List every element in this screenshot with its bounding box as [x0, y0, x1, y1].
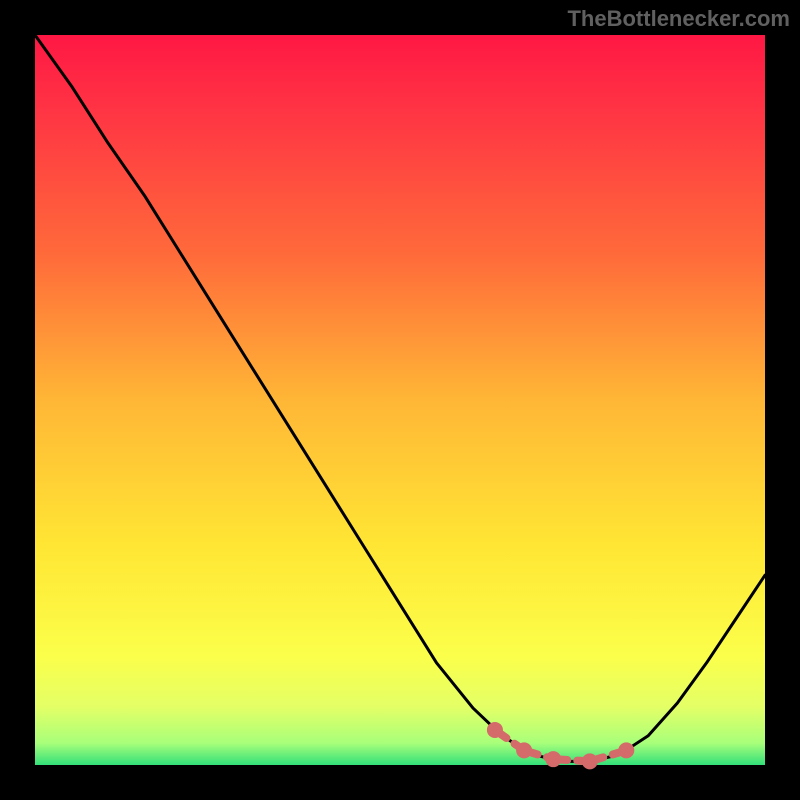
marker-dot	[487, 722, 503, 738]
marker-dot	[582, 753, 598, 769]
marker-dot	[545, 751, 561, 767]
marker-dot	[516, 742, 532, 758]
marker-dot	[618, 742, 634, 758]
chart-svg	[0, 0, 800, 800]
chart-stage: TheBottlenecker.com	[0, 0, 800, 800]
plot-background	[35, 35, 765, 765]
